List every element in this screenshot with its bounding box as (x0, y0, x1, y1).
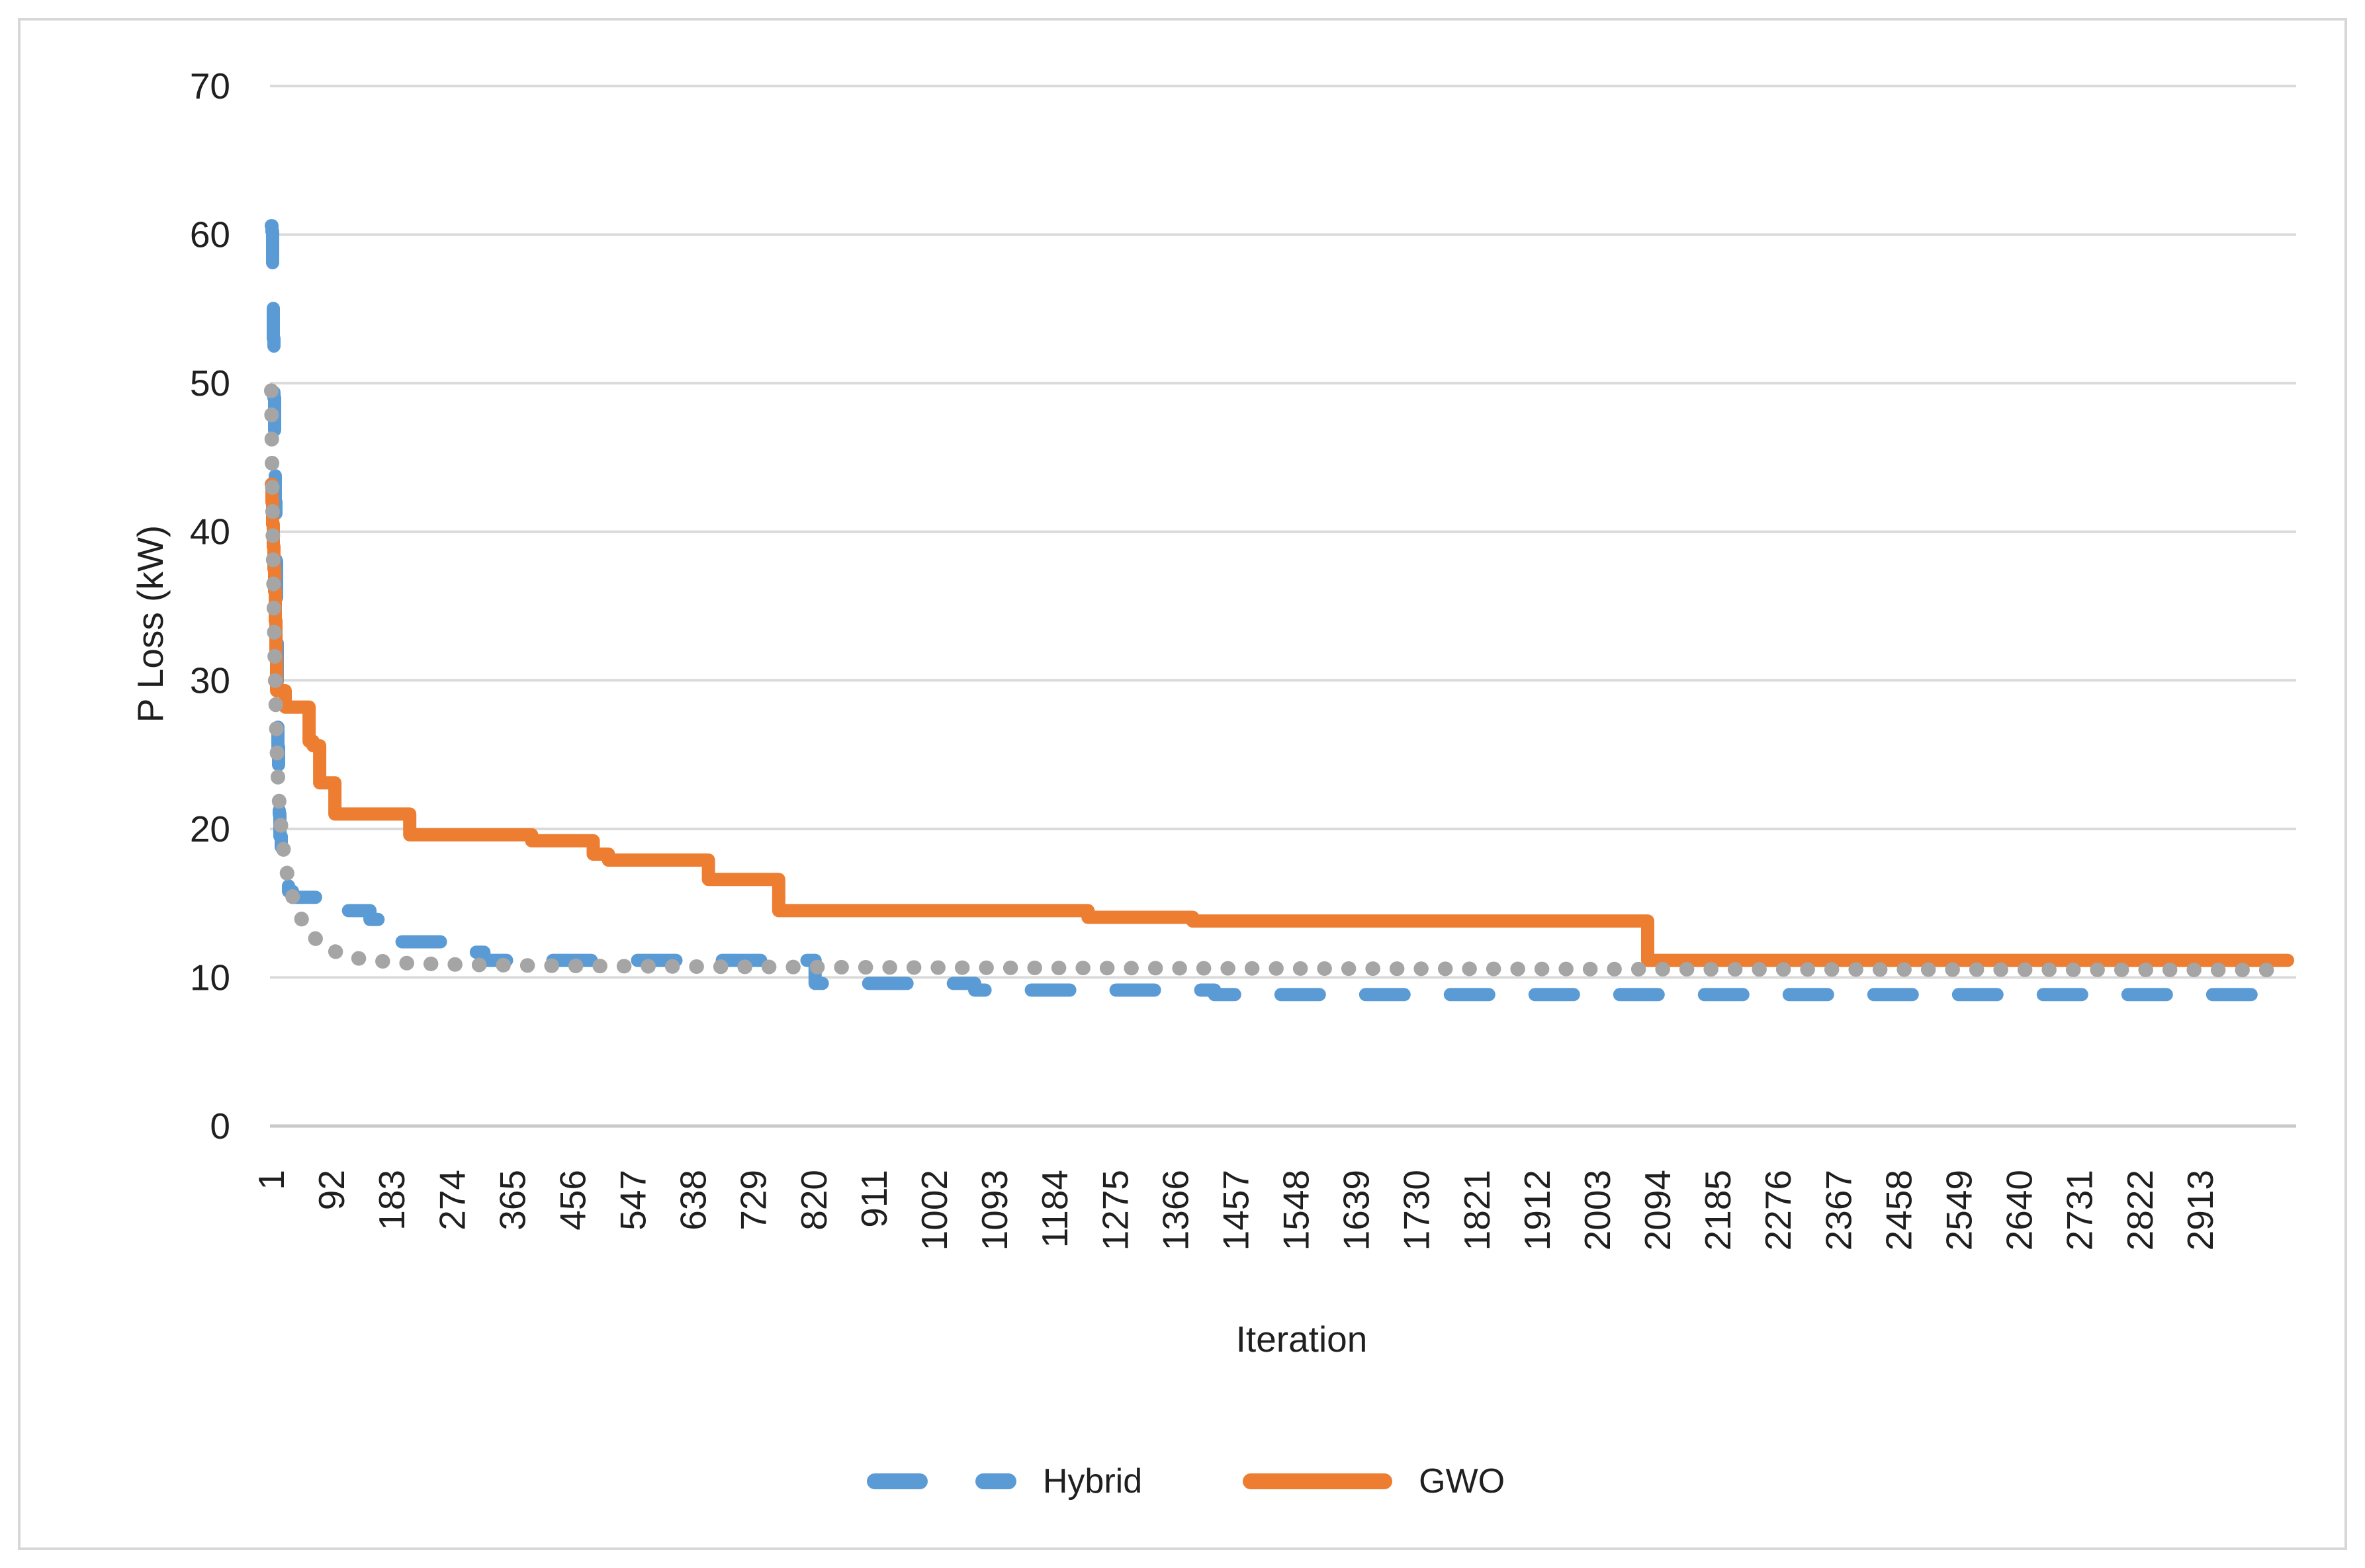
y-tick-label-0: 0 (210, 1106, 230, 1147)
x-tick-label-2367: 2367 (1818, 1170, 1859, 1250)
x-tick-label-92: 92 (311, 1170, 352, 1210)
x-axis-title: Iteration (1235, 1319, 1368, 1360)
legend-hybrid-sample (866, 1473, 1016, 1489)
x-tick-label-2640: 2640 (1999, 1170, 2040, 1250)
legend-label-gwo: GWO (1419, 1462, 1505, 1501)
x-tick-label-2276: 2276 (1758, 1170, 1799, 1250)
x-tick-label-2549: 2549 (1939, 1170, 1980, 1250)
x-tick-label-1366: 1366 (1155, 1170, 1196, 1250)
series-line-Hybrid (265, 219, 2291, 1002)
y-tick-label-10: 10 (190, 957, 230, 998)
x-tick-label-2731: 2731 (2059, 1170, 2100, 1250)
x-tick-label-638: 638 (673, 1170, 714, 1231)
y-tick-label-50: 50 (190, 363, 230, 404)
y-tick-label-20: 20 (190, 808, 230, 849)
x-tick-label-1912: 1912 (1517, 1170, 1558, 1250)
x-tick-label-1821: 1821 (1456, 1170, 1497, 1250)
series-line-gray-dotted (264, 383, 2295, 978)
y-tick-label-70: 70 (190, 65, 230, 107)
x-tick-label-729: 729 (733, 1170, 774, 1231)
legend-item-hybrid: Hybrid (866, 1461, 1142, 1501)
x-tick-label-820: 820 (793, 1170, 834, 1231)
legend-label-hybrid: Hybrid (1042, 1462, 1143, 1501)
x-tick-label-2913: 2913 (2180, 1170, 2221, 1250)
x-tick-label-2185: 2185 (1697, 1170, 1738, 1250)
y-tick-label-40: 40 (190, 511, 230, 552)
x-tick-label-1548: 1548 (1276, 1170, 1317, 1250)
series-line-GWO (265, 477, 2294, 967)
x-tick-label-183: 183 (371, 1170, 412, 1231)
x-tick-label-2822: 2822 (2120, 1170, 2161, 1250)
x-tick-label-1639: 1639 (1336, 1170, 1377, 1250)
x-tick-label-365: 365 (492, 1170, 533, 1231)
x-tick-label-1: 1 (251, 1170, 292, 1190)
x-tick-label-1730: 1730 (1396, 1170, 1437, 1250)
legend-gwo-sample (1243, 1473, 1393, 1489)
x-tick-label-2003: 2003 (1577, 1170, 1618, 1250)
x-tick-label-1275: 1275 (1094, 1170, 1136, 1250)
y-axis-title: P Loss (kW) (130, 525, 171, 723)
y-tick-label-30: 30 (190, 660, 230, 701)
x-tick-label-2094: 2094 (1637, 1170, 1678, 1250)
legend-item-gwo: GWO (1241, 1461, 1505, 1501)
x-tick-label-274: 274 (431, 1170, 472, 1231)
x-tick-label-1093: 1093 (974, 1170, 1015, 1250)
chart-card: 0 10 20 30 40 50 60 70 1 92 183 274 365 456 547 638 729 8… (18, 18, 2347, 1550)
x-tick-label-547: 547 (613, 1170, 654, 1231)
y-tick-label-60: 60 (190, 214, 230, 255)
x-tick-label-911: 911 (854, 1170, 895, 1228)
x-tick-label-1184: 1184 (1034, 1170, 1075, 1248)
chart-legend: Hybrid GWO (21, 1461, 2350, 1501)
x-tick-label-2458: 2458 (1878, 1170, 1919, 1250)
x-tick-label-1457: 1457 (1215, 1170, 1256, 1250)
x-tick-label-456: 456 (552, 1170, 593, 1231)
x-tick-label-1002: 1002 (914, 1170, 955, 1250)
